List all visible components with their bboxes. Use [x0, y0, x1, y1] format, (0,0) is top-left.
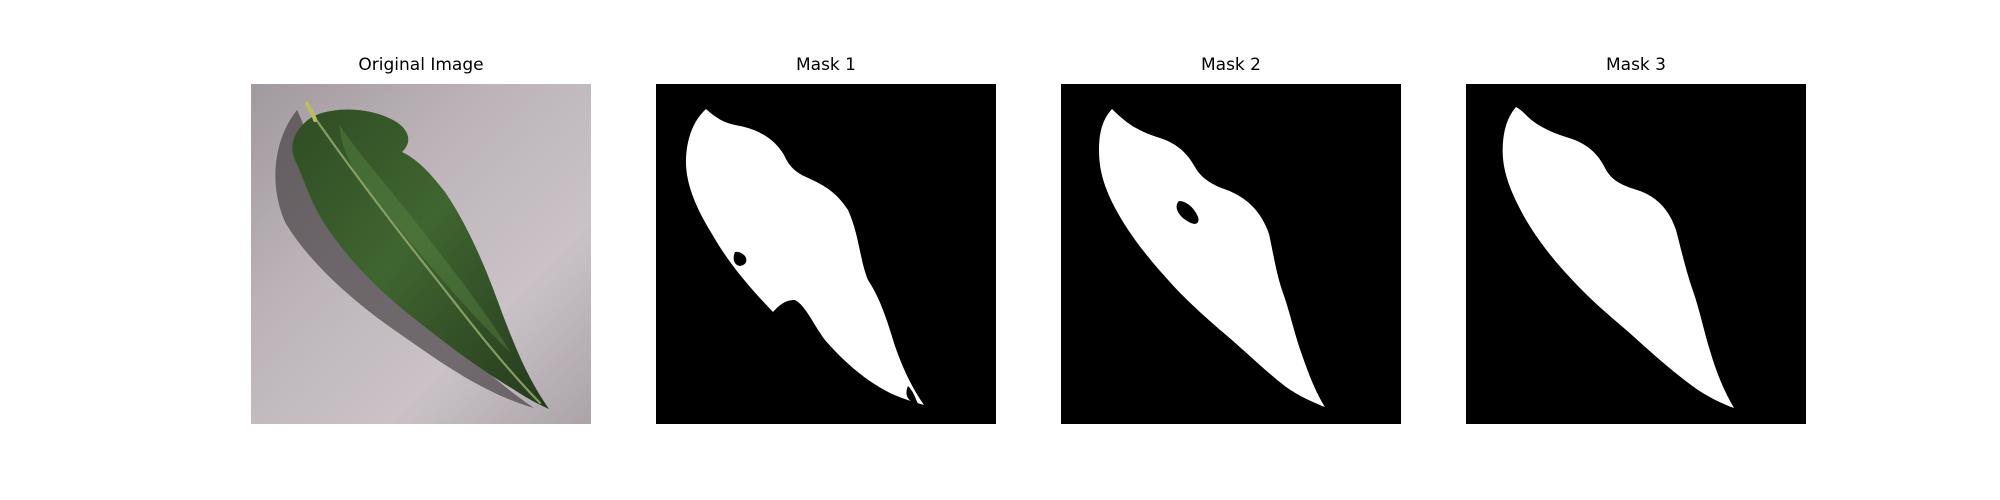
leaf-midrib [313, 116, 542, 405]
mask-shape [1099, 109, 1325, 407]
panel-title: Mask 1 [795, 55, 856, 75]
mask-bottom-fragment [906, 386, 918, 404]
leaf-highlight [339, 124, 511, 353]
mask-shape [685, 109, 924, 405]
leaf-photo [251, 84, 591, 424]
leaf-stem [305, 102, 317, 122]
mask-notch [733, 251, 747, 266]
mask-shape [1502, 107, 1734, 408]
panel-title: Mask 2 [1200, 55, 1261, 75]
panel-title: Original Image [358, 55, 484, 75]
mask-hole [1176, 201, 1199, 224]
mask-image-1 [656, 84, 996, 424]
mask-image-2 [1061, 84, 1401, 424]
panel-title: Mask 3 [1605, 55, 1666, 75]
mask-image-3 [1466, 84, 1806, 424]
